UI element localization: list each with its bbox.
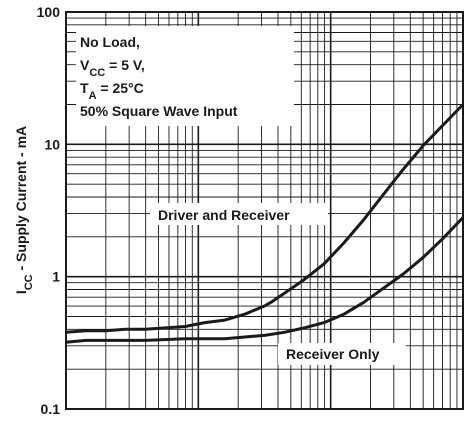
conditions-annotation: No Load, VCC = 5 V, TA = 25°C 50% Square…	[76, 26, 294, 126]
condition-load: No Load,	[80, 34, 140, 50]
condition-ta: TA = 25°C	[80, 80, 144, 102]
condition-vcc-main: V	[80, 57, 90, 73]
y-axis-label-sub: CC	[23, 274, 35, 290]
plot-frame	[65, 11, 464, 410]
condition-vcc-rest: = 5 V,	[105, 57, 145, 73]
series-label-receiver-only-bg	[278, 343, 406, 365]
series-label-driver-receiver-bg	[150, 203, 328, 225]
y-tick-label: 0.1	[41, 401, 61, 417]
y-axis-label: ICC - Supply Current - mA	[13, 126, 35, 294]
series-label-driver-receiver-text: Driver and Receiver	[158, 207, 290, 223]
series-line-driver-receiver	[65, 103, 465, 334]
series-label-driver-receiver: Driver and Receiver	[150, 203, 328, 225]
series-label-receiver-only-text: Receiver Only	[286, 346, 380, 362]
condition-vcc-sub: CC	[89, 67, 105, 79]
condition-ta-sub: A	[89, 90, 97, 102]
y-tick-label: 10	[44, 136, 60, 152]
condition-ta-main: T	[80, 80, 89, 96]
condition-input: 50% Square Wave Input	[80, 103, 238, 119]
y-axis-label-main: I	[13, 290, 29, 294]
y-tick-label: 100	[37, 4, 61, 20]
series-layer	[65, 103, 465, 344]
series-label-receiver-only: Receiver Only	[278, 343, 406, 365]
y-axis-label-rest: - Supply Current - mA	[13, 126, 29, 275]
y-tick-label: 1	[52, 269, 60, 285]
condition-vcc: VCC = 5 V,	[80, 57, 145, 79]
series-line-receiver-only	[65, 216, 465, 344]
condition-ta-rest: = 25°C	[97, 80, 144, 96]
conditions-box	[76, 26, 294, 126]
y-tick-labels: 0.1 1 10 100	[37, 4, 61, 417]
